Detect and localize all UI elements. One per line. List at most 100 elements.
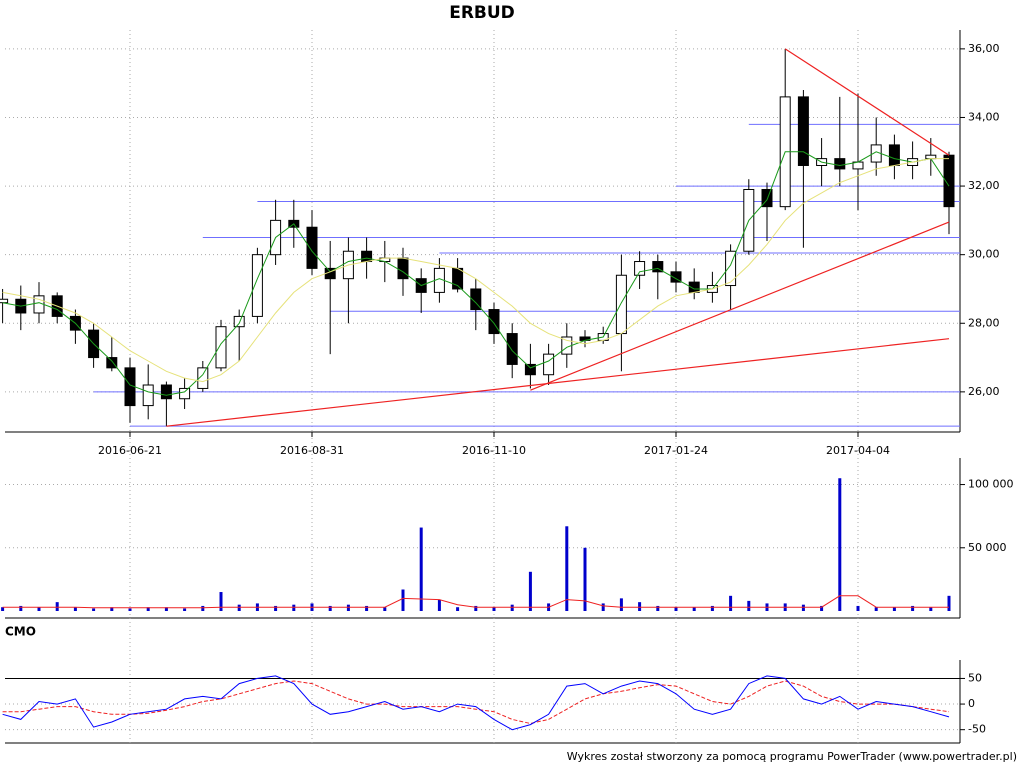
volume-bar	[201, 605, 205, 611]
candle-body	[251, 254, 263, 317]
candle-body	[179, 387, 191, 400]
volume-bar	[346, 604, 350, 611]
candle-body	[652, 261, 664, 273]
volume-bar	[1, 607, 5, 611]
y-tick-label: 50 000	[968, 541, 1007, 554]
panel-title: CMO	[5, 625, 36, 639]
candle-body	[106, 357, 118, 369]
volume-bar	[528, 571, 532, 611]
trend-line	[530, 221, 950, 391]
volume-bar	[383, 607, 387, 611]
y-tick-label: 100 000	[968, 478, 1014, 491]
candle-body	[670, 271, 682, 283]
volume-bar	[419, 527, 423, 611]
candle-body	[397, 257, 409, 280]
y-tick-label: 50	[968, 671, 982, 684]
candle-body	[142, 384, 154, 407]
volume-bar	[110, 607, 114, 611]
y-tick-label: 36,00	[968, 42, 1000, 55]
volume-bar	[583, 547, 587, 611]
candle-body	[306, 226, 318, 269]
moving-average	[2, 158, 949, 383]
volume-bar	[565, 526, 569, 611]
volume-bar	[747, 600, 751, 611]
candle-body	[470, 288, 482, 311]
candle-body	[524, 363, 536, 376]
candle-body	[361, 250, 373, 263]
volume-bar	[164, 607, 168, 611]
cmo-line	[2, 675, 950, 731]
candle-body	[634, 261, 646, 276]
y-tick-label: -50	[968, 723, 986, 736]
volume-bar	[674, 607, 678, 611]
chart-title: ERBUD	[449, 3, 515, 23]
candle-body	[0, 298, 9, 304]
volume-bar	[183, 608, 187, 611]
candle-body	[233, 315, 245, 328]
volume-bar	[638, 602, 642, 611]
volume-bar	[274, 605, 278, 611]
candle-body	[615, 274, 627, 335]
volume-bar	[820, 605, 824, 611]
candle-body	[761, 188, 773, 208]
x-tick-label: 2017-01-24	[644, 444, 708, 457]
volume-bar	[37, 607, 41, 611]
candle-body	[215, 326, 227, 369]
volume-bar	[856, 605, 860, 611]
volume-bar	[73, 607, 77, 611]
volume-bar	[492, 607, 496, 611]
volume-average	[2, 595, 949, 609]
x-tick-label: 2017-04-04	[826, 444, 890, 457]
y-tick-label: 26,00	[968, 385, 1000, 398]
volume-bar	[146, 607, 150, 611]
candle-body	[488, 309, 500, 335]
x-tick-label: 2016-06-21	[98, 444, 162, 457]
candle-body	[797, 96, 809, 166]
candle-body	[725, 250, 737, 287]
volume-bar	[237, 604, 241, 611]
y-tick-label: 0	[968, 697, 975, 710]
candle-body	[888, 144, 900, 166]
candle-body	[834, 158, 846, 170]
volume-bar	[437, 599, 441, 611]
y-tick-label: 34,00	[968, 110, 1000, 123]
volume-bar	[55, 602, 59, 611]
y-tick-label: 32,00	[968, 179, 1000, 192]
trend-line	[166, 338, 950, 427]
volume-bar	[692, 607, 696, 611]
y-tick-label: 28,00	[968, 316, 1000, 329]
x-tick-label: 2016-11-10	[462, 444, 526, 457]
candle-body	[506, 333, 518, 365]
volume-bar	[19, 605, 23, 611]
volume-bar	[729, 595, 733, 611]
volume-bar	[874, 607, 878, 611]
volume-bar	[510, 604, 514, 611]
volume-bar	[401, 589, 405, 611]
volume-bar	[128, 608, 132, 611]
volume-bar	[474, 605, 478, 611]
volume-bar	[947, 595, 951, 611]
volume-bar	[92, 608, 96, 611]
volume-bar	[365, 605, 369, 611]
footer: Wykres został stworzony za pomocą progra…	[567, 750, 1017, 763]
candle-body	[160, 384, 172, 400]
y-tick-label: 30,00	[968, 248, 1000, 261]
volume-bar	[929, 607, 933, 611]
volume-bar	[801, 604, 805, 611]
volume-bar	[838, 478, 842, 611]
x-tick-label: 2016-08-31	[280, 444, 344, 457]
moving-average	[2, 151, 950, 396]
volume-bar	[619, 598, 623, 611]
volume-bar	[911, 605, 915, 611]
volume-bar	[292, 604, 296, 611]
trend-line	[784, 48, 950, 156]
signal-line	[2, 680, 950, 725]
volume-bar	[710, 605, 714, 611]
volume-bar	[328, 605, 332, 611]
volume-bar	[219, 592, 223, 611]
volume-bar	[601, 603, 605, 611]
candle-body	[197, 367, 209, 389]
volume-bar	[892, 607, 896, 611]
